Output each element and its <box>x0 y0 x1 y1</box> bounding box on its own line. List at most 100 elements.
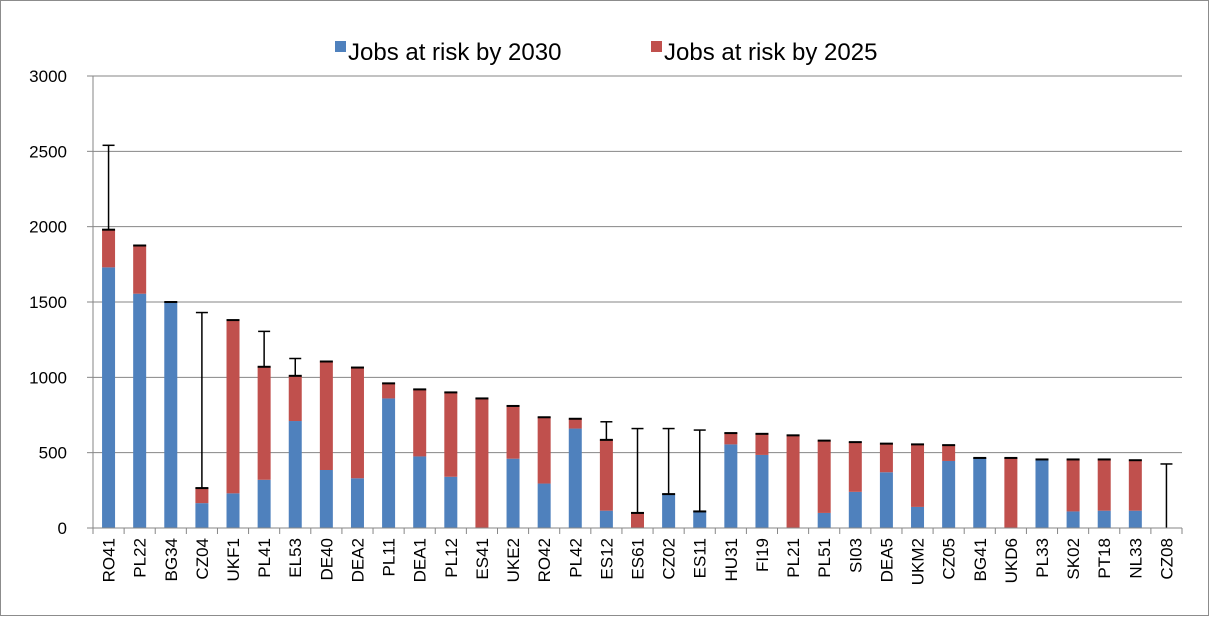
x-tick-label-PL21: PL21 <box>784 538 803 578</box>
x-tick-label-RO42: RO42 <box>535 538 554 582</box>
bar-2025-NL33 <box>1128 460 1142 511</box>
bar-2025-DEA2 <box>350 367 364 479</box>
bar-2025-UKE2 <box>506 405 520 459</box>
x-tick-label-NL33: NL33 <box>1126 538 1145 579</box>
legend-swatch-2030 <box>335 41 346 52</box>
bar-2025-ES61 <box>631 512 644 528</box>
x-tick-label-ES61: ES61 <box>629 538 648 580</box>
bar-2025-PL22 <box>133 245 147 294</box>
bar-2030-PT18 <box>1097 510 1111 528</box>
bar-2025-UKF1 <box>226 320 240 494</box>
bar-2030-UKF1 <box>226 493 240 528</box>
bar-2030-DEA1 <box>413 456 427 528</box>
bar-2030-PL12 <box>444 476 458 528</box>
bar-2030-CZ02 <box>662 494 676 528</box>
bar-2025-CZ05 <box>942 445 956 461</box>
x-tick-label-UKD6: UKD6 <box>1002 538 1021 583</box>
legend-label-2030: Jobs at risk by 2030 <box>348 39 561 66</box>
bar-2030-PL33 <box>1035 459 1049 528</box>
bar-2030-CZ05 <box>942 460 956 528</box>
x-tick-label-PT18: PT18 <box>1095 538 1114 579</box>
bar-2025-DEA5 <box>879 443 893 473</box>
x-tick-label-DE40: DE40 <box>317 538 336 581</box>
x-tick-label-ES41: ES41 <box>473 538 492 580</box>
bar-2025-UKD6 <box>1004 457 1018 528</box>
x-tick-label-RO41: RO41 <box>100 538 119 582</box>
legend-swatch-2025 <box>651 41 662 52</box>
bar-2025-PL11 <box>382 383 396 399</box>
legend-label-2025: Jobs at risk by 2025 <box>664 39 877 66</box>
y-tick-label-2500: 2500 <box>29 142 67 161</box>
x-tick-label-DEA2: DEA2 <box>348 538 367 582</box>
y-tick-label-1500: 1500 <box>29 293 67 312</box>
x-tick-label-CZ04: CZ04 <box>193 538 212 580</box>
error-bars <box>102 144 1173 528</box>
bars <box>102 228 1142 528</box>
x-tick-label-PL51: PL51 <box>815 538 834 578</box>
x-tick-label-PL42: PL42 <box>566 538 585 578</box>
bar-2030-CZ04 <box>195 503 209 528</box>
bar-2025-SI03 <box>848 442 862 492</box>
bar-2025-PL12 <box>444 392 458 477</box>
bar-2030-PL51 <box>817 512 831 528</box>
bar-2025-PL42 <box>568 418 582 429</box>
bar-2025-DEA1 <box>413 389 427 457</box>
x-tick-label-PL11: PL11 <box>380 538 399 576</box>
bar-2030-BG41 <box>973 457 987 528</box>
x-tick-label-EL53: EL53 <box>286 538 305 578</box>
x-tick-label-PL33: PL33 <box>1033 538 1052 578</box>
x-tick-label-CZ08: CZ08 <box>1157 538 1176 580</box>
bar-2025-PL51 <box>817 440 831 513</box>
bar-2030-EL53 <box>288 421 302 528</box>
bar-2030-PL41 <box>257 479 271 528</box>
x-tick-label-FI19: FI19 <box>753 538 772 572</box>
bar-2030-PL42 <box>568 428 582 528</box>
bar-2030-ES12 <box>599 510 613 528</box>
x-tick-label-SI03: SI03 <box>846 538 865 573</box>
bar-2030-PL11 <box>382 398 396 528</box>
bar-2025-PT18 <box>1097 459 1111 511</box>
x-tick-label-ES11: ES11 <box>691 538 710 578</box>
bar-2030-PL22 <box>133 293 147 528</box>
x-tick-label-BG41: BG41 <box>971 538 990 581</box>
bar-2025-EL53 <box>288 375 302 422</box>
x-tick-label-BG34: BG34 <box>162 538 181 581</box>
x-tick-label-DEA1: DEA1 <box>411 538 430 582</box>
x-tick-label-SK02: SK02 <box>1064 538 1083 580</box>
bar-2030-DEA2 <box>350 478 364 528</box>
bar-2030-SI03 <box>848 491 862 528</box>
x-tick-label-PL22: PL22 <box>131 538 150 578</box>
x-tick-label-ES12: ES12 <box>597 538 616 580</box>
bar-2025-UKM2 <box>911 444 925 507</box>
bar-2025-DE40 <box>319 361 333 470</box>
x-tick-label-HU31: HU31 <box>722 538 741 581</box>
bar-2030-HU31 <box>724 444 738 528</box>
bar-2030-DE40 <box>319 469 333 528</box>
y-tick-label-0: 0 <box>58 519 67 538</box>
bar-2025-PL41 <box>257 366 271 480</box>
bar-2030-ES11 <box>693 511 707 528</box>
bar-2025-RO42 <box>537 417 551 484</box>
axes <box>92 76 1182 529</box>
x-tick-label-DEA5: DEA5 <box>877 538 896 582</box>
bar-2025-ES41 <box>475 398 489 528</box>
gridlines <box>87 75 1182 529</box>
legend: Jobs at risk by 2030 Jobs at risk by 2025 <box>335 39 877 66</box>
y-tick-label-3000: 3000 <box>29 67 67 86</box>
bar-2025-ES12 <box>599 439 613 511</box>
bar-2030-DEA5 <box>879 472 893 528</box>
bar-2025-SK02 <box>1066 459 1080 512</box>
x-tick-label-PL12: PL12 <box>442 538 461 578</box>
bar-2030-FI19 <box>755 454 769 528</box>
bar-2025-CZ04 <box>195 488 209 504</box>
bar-2030-BG34 <box>164 302 178 528</box>
bar-2030-SK02 <box>1066 511 1080 528</box>
x-tick-label-UKM2: UKM2 <box>909 538 928 585</box>
bar-2030-NL33 <box>1128 510 1142 528</box>
y-tick-label-2000: 2000 <box>29 218 67 237</box>
bar-2030-UKE2 <box>506 458 520 528</box>
x-tick-label-CZ02: CZ02 <box>660 538 679 580</box>
x-tick-label-UKE2: UKE2 <box>504 538 523 582</box>
